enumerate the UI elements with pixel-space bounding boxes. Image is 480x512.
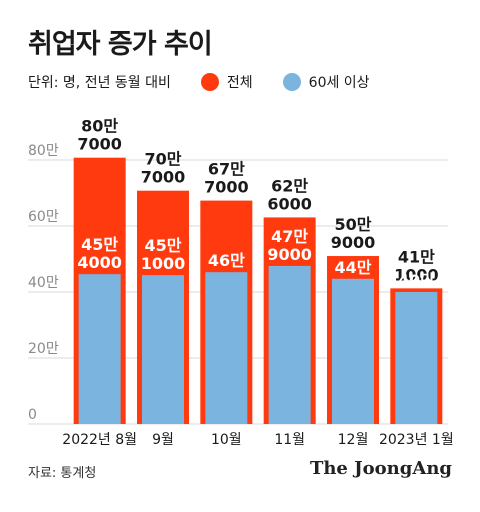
- data-label-60plus: 47만: [271, 227, 308, 246]
- data-label-total: 67만: [208, 160, 245, 179]
- data-label-total: 7000: [77, 135, 122, 154]
- data-label-60plus: 9000: [267, 245, 312, 264]
- bar-60plus: [78, 274, 121, 424]
- bar-60plus: [332, 278, 374, 424]
- legend-label-60plus: 60세 이상: [308, 75, 370, 91]
- data-label-60plus: 4000: [77, 253, 122, 272]
- data-label-total: 9000: [331, 233, 376, 252]
- bar-60plus: [205, 272, 248, 424]
- data-label-60plus: 45만: [145, 236, 182, 255]
- source-note: 자료: 통계청: [28, 466, 97, 481]
- data-label-60plus: 40만: [398, 271, 435, 290]
- x-tick-label: 12월: [338, 432, 369, 448]
- bar-60plus: [142, 275, 184, 424]
- y-tick-label: 40만: [28, 275, 59, 291]
- legend-item-total: 전체: [200, 72, 253, 92]
- legend-swatch-60plus: [282, 73, 301, 91]
- legend-item-60plus: 60세 이상: [282, 72, 370, 92]
- data-label-total: 62만: [271, 176, 308, 195]
- data-label-60plus: 45만: [81, 235, 118, 254]
- legend: 단위: 명, 전년 동월 대비 전체 60세 이상: [28, 72, 370, 92]
- x-tick-label: 2022년 8월: [62, 432, 137, 448]
- legend-label-total: 전체: [226, 75, 253, 91]
- data-label-total: 70만: [145, 150, 182, 169]
- y-tick-label: 80만: [28, 143, 59, 159]
- legend-swatch-total: [200, 73, 219, 91]
- data-label-total: 1000: [394, 265, 439, 284]
- data-label-total: 6000: [267, 194, 312, 213]
- chart-title: 취업자 증가 추이: [28, 29, 213, 60]
- data-label-total: 7000: [204, 178, 249, 197]
- bar-60plus: [395, 292, 438, 424]
- x-tick-label: 9월: [152, 432, 174, 448]
- data-label-60plus: 1000: [141, 254, 186, 273]
- data-label-total: 41만: [398, 247, 435, 266]
- bar-60plus: [268, 265, 311, 424]
- x-tick-label: 10월: [211, 432, 242, 448]
- data-label-total: 7000: [141, 168, 186, 187]
- x-tick-label: 2023년 1월: [379, 432, 454, 448]
- y-tick-label: 20만: [28, 341, 59, 357]
- x-tick-label: 11월: [274, 432, 305, 448]
- unit-label: 단위: 명, 전년 동월 대비: [28, 75, 171, 91]
- data-label-60plus: 44만: [335, 258, 372, 277]
- y-tick-label: 60만: [28, 209, 59, 225]
- data-label-60plus: 46만: [208, 251, 245, 270]
- data-label-total: 80만: [81, 117, 118, 136]
- y-tick-label: 0: [28, 407, 37, 423]
- brand-logo: The JoongAng: [309, 458, 452, 479]
- data-label-total: 50만: [335, 215, 372, 234]
